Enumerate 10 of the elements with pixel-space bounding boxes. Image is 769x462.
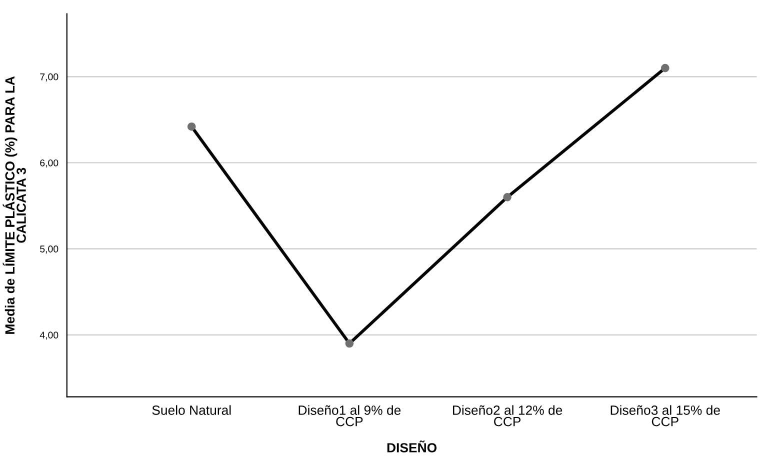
x-tick-label: Diseño3 al 15% de CCP (610, 405, 720, 426)
x-tick-label: Diseño2 al 12% de CCP (453, 405, 562, 426)
y-axis-title: Media de LÍMITE PLÁSTICO (%) PARA LA CALICATA 3 (2, 76, 26, 334)
y-tick-label: 4,00 (40, 332, 58, 340)
x-tick-label: Diseño1 al 9% de CCP (298, 405, 401, 426)
y-tick-label: 7,00 (40, 73, 58, 82)
x-tick-label: Suelo Natural (152, 405, 231, 415)
y-tick-label: 5,00 (40, 246, 58, 254)
x-axis-title: DISEÑO (387, 440, 437, 452)
y-tick-label: 6,00 (40, 159, 58, 168)
